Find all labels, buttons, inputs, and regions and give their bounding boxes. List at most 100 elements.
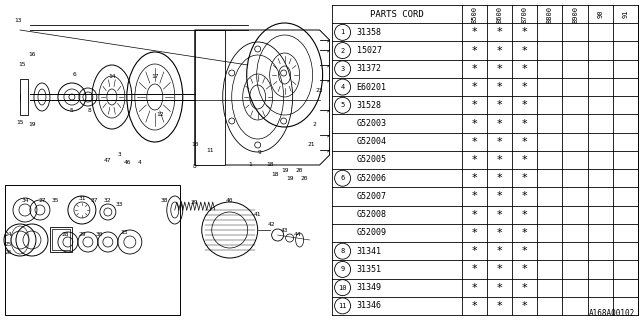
Text: 90: 90 — [597, 10, 604, 18]
Text: 3: 3 — [118, 153, 122, 157]
Text: *: * — [522, 301, 527, 311]
Text: 43: 43 — [281, 228, 289, 233]
Bar — [5, 185, 180, 315]
Text: G52008: G52008 — [356, 210, 387, 219]
Text: 17: 17 — [151, 75, 159, 79]
Text: *: * — [472, 64, 477, 74]
Text: 3: 3 — [340, 66, 345, 72]
Text: *: * — [472, 45, 477, 56]
Text: 31346: 31346 — [356, 301, 381, 310]
Text: 19: 19 — [286, 175, 293, 180]
Text: 6: 6 — [340, 175, 345, 181]
Text: 5: 5 — [340, 102, 345, 108]
Text: 20: 20 — [301, 175, 308, 180]
Text: 39: 39 — [191, 199, 198, 204]
Text: 2: 2 — [313, 123, 317, 127]
Text: 8500: 8500 — [471, 6, 477, 23]
Text: *: * — [522, 100, 527, 110]
Text: *: * — [472, 283, 477, 293]
Text: *: * — [522, 155, 527, 165]
Text: *: * — [497, 246, 502, 256]
Text: *: * — [472, 301, 477, 311]
Text: *: * — [472, 228, 477, 238]
Text: A168A00102: A168A00102 — [589, 309, 635, 318]
Text: *: * — [522, 137, 527, 147]
Text: 31341: 31341 — [356, 247, 381, 256]
Text: 10: 10 — [191, 142, 198, 148]
Text: 18: 18 — [266, 163, 273, 167]
Text: 32: 32 — [104, 197, 111, 203]
Text: 2: 2 — [340, 48, 345, 53]
Text: 31: 31 — [78, 196, 86, 201]
Bar — [52, 229, 70, 250]
Text: *: * — [497, 191, 502, 202]
Text: 8700: 8700 — [522, 6, 528, 23]
Text: 8800: 8800 — [547, 6, 553, 23]
Text: 9: 9 — [258, 149, 262, 155]
Text: G52005: G52005 — [356, 156, 387, 164]
Bar — [20, 79, 28, 115]
Text: 6: 6 — [73, 73, 77, 77]
Text: *: * — [472, 191, 477, 202]
Text: *: * — [497, 82, 502, 92]
Text: 18: 18 — [271, 172, 278, 178]
Text: *: * — [472, 264, 477, 275]
Text: G52006: G52006 — [356, 174, 387, 183]
Text: 5: 5 — [70, 108, 74, 113]
Text: *: * — [522, 45, 527, 56]
Text: *: * — [472, 82, 477, 92]
Text: 27: 27 — [38, 197, 45, 203]
Text: *: * — [522, 210, 527, 220]
Text: PARTS CORD: PARTS CORD — [370, 10, 424, 19]
Text: *: * — [497, 27, 502, 37]
Text: 13: 13 — [14, 18, 22, 22]
Text: 8: 8 — [340, 248, 345, 254]
Text: 31351: 31351 — [356, 265, 381, 274]
Text: 31358: 31358 — [356, 28, 381, 37]
Text: 23: 23 — [316, 87, 323, 92]
Text: 11: 11 — [339, 303, 347, 309]
Text: *: * — [497, 173, 502, 183]
Text: *: * — [522, 82, 527, 92]
Text: 42: 42 — [268, 222, 275, 228]
Text: G52004: G52004 — [356, 137, 387, 146]
Text: *: * — [472, 173, 477, 183]
Text: *: * — [522, 118, 527, 129]
Text: 21: 21 — [308, 142, 316, 148]
Text: 16: 16 — [28, 52, 36, 58]
Text: *: * — [472, 27, 477, 37]
Text: 24: 24 — [4, 233, 12, 237]
Text: 4: 4 — [138, 159, 141, 164]
Text: G52009: G52009 — [356, 228, 387, 237]
Text: 12: 12 — [156, 113, 164, 117]
Text: 30: 30 — [96, 233, 104, 237]
Text: *: * — [472, 210, 477, 220]
Text: *: * — [497, 64, 502, 74]
Bar — [50, 227, 72, 252]
Text: 38: 38 — [161, 197, 168, 203]
Text: 1: 1 — [340, 29, 345, 35]
Text: 33: 33 — [116, 203, 124, 207]
Text: 37: 37 — [91, 197, 99, 203]
Text: 8900: 8900 — [572, 6, 578, 23]
Text: *: * — [472, 118, 477, 129]
Text: *: * — [472, 137, 477, 147]
Text: *: * — [522, 27, 527, 37]
Text: *: * — [497, 283, 502, 293]
Text: *: * — [497, 228, 502, 238]
Text: 31372: 31372 — [356, 64, 381, 73]
Text: 11: 11 — [206, 148, 214, 153]
Text: 29: 29 — [78, 233, 86, 237]
Text: 40: 40 — [226, 197, 234, 203]
Text: 10: 10 — [339, 285, 347, 291]
Text: 19: 19 — [28, 123, 36, 127]
Text: 91: 91 — [623, 10, 628, 18]
Text: 8: 8 — [193, 164, 196, 170]
Text: 28: 28 — [61, 233, 68, 237]
Text: 14: 14 — [108, 75, 116, 79]
Text: *: * — [472, 155, 477, 165]
Text: *: * — [497, 137, 502, 147]
Text: G52007: G52007 — [356, 192, 387, 201]
Text: *: * — [497, 210, 502, 220]
Text: *: * — [522, 64, 527, 74]
